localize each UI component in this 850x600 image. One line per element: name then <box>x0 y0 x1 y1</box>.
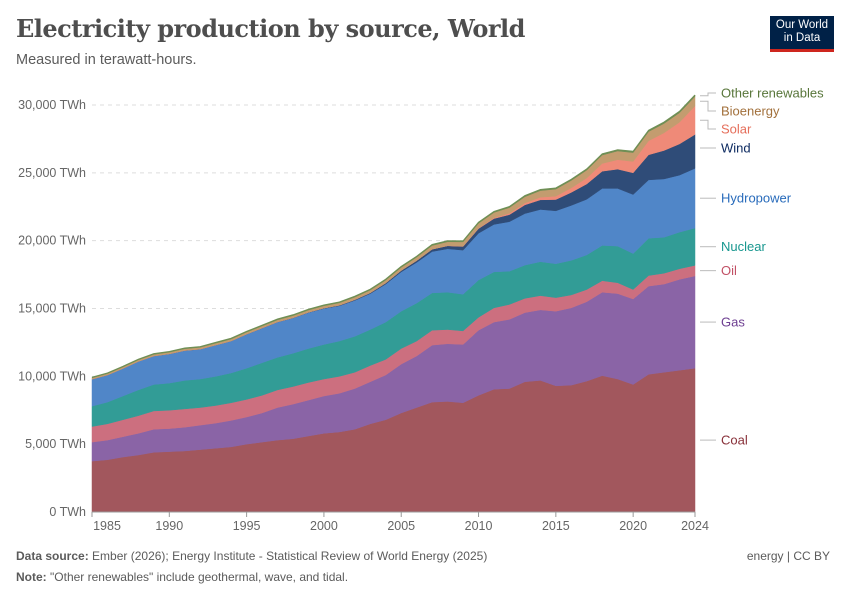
chart-note: Note: "Other renewables" include geother… <box>16 570 348 584</box>
x-tick-label: 2000 <box>310 519 338 533</box>
y-tick-label: 0 TWh <box>49 505 86 519</box>
legend-label-wind[interactable]: Wind <box>721 141 751 156</box>
x-tick-label: 2020 <box>619 519 647 533</box>
note-label: Note: <box>16 570 47 584</box>
legend-label-bioenergy[interactable]: Bioenergy <box>721 104 780 119</box>
y-tick-label: 5,000 TWh <box>25 437 86 451</box>
note-text: "Other renewables" include geothermal, w… <box>50 570 349 584</box>
x-tick-label: 1990 <box>155 519 183 533</box>
x-tick-label: 2005 <box>387 519 415 533</box>
y-tick-label: 10,000 TWh <box>18 369 86 383</box>
x-tick-label: 1985 <box>93 519 121 533</box>
total-outline <box>91 94 696 378</box>
logo-text: Our World in Data <box>775 19 829 44</box>
source-label: Data source: <box>16 549 89 563</box>
x-tick-label: 2010 <box>465 519 493 533</box>
y-tick-label: 15,000 TWh <box>18 302 86 316</box>
legend-label-oil[interactable]: Oil <box>721 263 737 278</box>
y-tick-label: 25,000 TWh <box>18 166 86 180</box>
x-tick-label: 1995 <box>233 519 261 533</box>
y-tick-label: 20,000 TWh <box>18 234 86 248</box>
legend-label-solar[interactable]: Solar <box>721 122 752 137</box>
x-tick-label: 2015 <box>542 519 570 533</box>
legend-label-other-renewables[interactable]: Other renewables <box>721 86 824 101</box>
source-text[interactable]: Ember (2026); Energy Institute - Statist… <box>92 549 488 563</box>
chart-subtitle: Measured in terawatt-hours. <box>16 52 197 68</box>
y-tick-label: 30,000 TWh <box>18 98 86 112</box>
legend-connector <box>700 119 716 130</box>
owid-logo[interactable]: Our World in Data <box>770 16 834 52</box>
legend-label-gas[interactable]: Gas <box>721 315 745 330</box>
legend-connector <box>700 92 716 97</box>
chart-title: Electricity production by source, World <box>16 14 525 43</box>
legend-label-nuclear[interactable]: Nuclear <box>721 239 766 254</box>
x-tick-label: 2024 <box>681 519 709 533</box>
license[interactable]: energy | CC BY <box>746 549 830 563</box>
legend-label-hydropower[interactable]: Hydropower <box>721 191 792 206</box>
legend-connector <box>700 100 716 112</box>
data-source: Data source: Ember (2026); Energy Instit… <box>16 549 487 563</box>
legend-label-coal[interactable]: Coal <box>721 433 748 448</box>
